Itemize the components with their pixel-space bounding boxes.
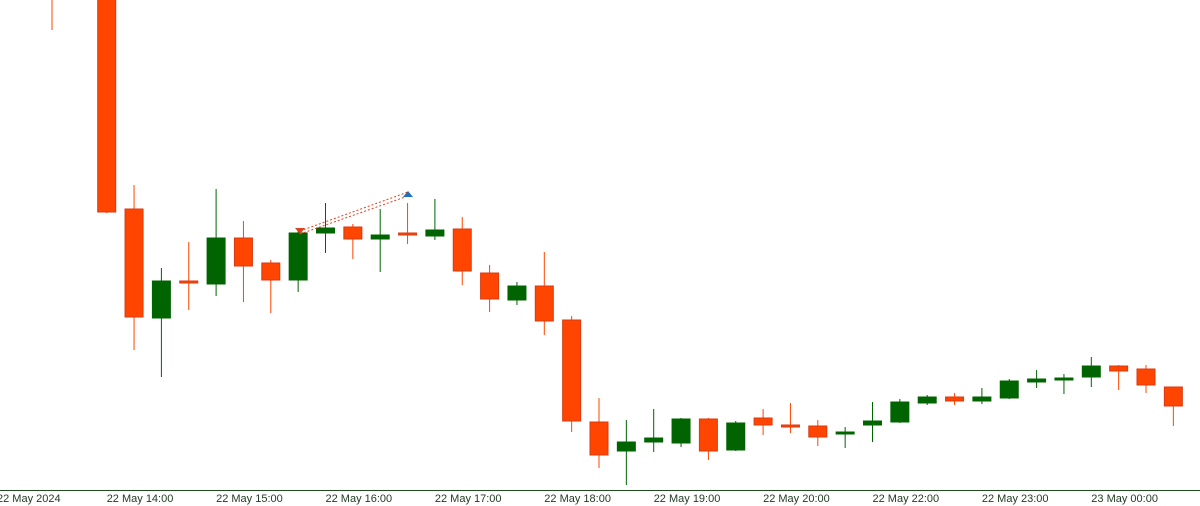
x-tick-label: 22 May 18:00 (544, 493, 611, 505)
candle-body (370, 234, 390, 240)
candle-body (780, 424, 800, 428)
candle-body (644, 437, 664, 443)
x-tick-label: 22 May 23:00 (982, 493, 1049, 505)
x-tick-label: 22 May 19:00 (654, 493, 721, 505)
plot-area (51, 0, 1183, 485)
candle-body (288, 232, 308, 281)
candle-body (1027, 378, 1047, 383)
candle-body (1054, 377, 1074, 381)
candle-body (917, 396, 937, 404)
candle-body (343, 226, 363, 240)
candle-body (179, 280, 199, 284)
x-start-label: 22 May 2024 (0, 493, 61, 505)
x-tick-label: 22 May 16:00 (326, 493, 393, 505)
x-tick-label: 22 May 17:00 (435, 493, 502, 505)
candle-body (589, 421, 609, 456)
x-tick-label: 23 May 00:00 (1091, 493, 1158, 505)
candle-body (753, 417, 773, 426)
candle-body (726, 422, 746, 451)
candle-body (233, 237, 253, 267)
candle-body (480, 272, 500, 300)
candle-body (398, 232, 418, 236)
x-tick-label: 22 May 14:00 (107, 493, 174, 505)
candle-body (945, 396, 965, 402)
candle-body (1136, 368, 1156, 386)
candle-body (124, 208, 144, 318)
candle-body (835, 431, 855, 435)
x-tick-label: 22 May 22:00 (873, 493, 940, 505)
candle-body (452, 228, 472, 272)
candle-body (562, 319, 582, 422)
candle-body (999, 380, 1019, 399)
x-tick-label: 22 May 20:00 (763, 493, 830, 505)
x-tick-label: 22 May 15:00 (216, 493, 283, 505)
candle-body (1109, 365, 1129, 372)
signal-line (299, 191, 409, 232)
candle-body (425, 229, 445, 237)
candle-body (863, 420, 882, 426)
candle-body (534, 285, 554, 322)
candle-body (616, 441, 636, 452)
candle-body (151, 280, 171, 319)
candle-body (1163, 386, 1183, 407)
signal-line (299, 195, 409, 235)
sell-marker (295, 228, 305, 234)
candle-body (972, 396, 992, 402)
candle-body (1081, 365, 1101, 378)
trade-signal (295, 191, 413, 235)
candle-body (206, 237, 226, 285)
candle-body (671, 418, 691, 444)
candle-body (261, 262, 281, 281)
buy-marker (403, 191, 413, 197)
candle-body (97, 0, 117, 213)
candle-body (890, 401, 910, 423)
candle-body (316, 227, 335, 234)
candle-body (808, 425, 828, 438)
candle-body (698, 418, 718, 452)
candle-body (507, 285, 527, 301)
